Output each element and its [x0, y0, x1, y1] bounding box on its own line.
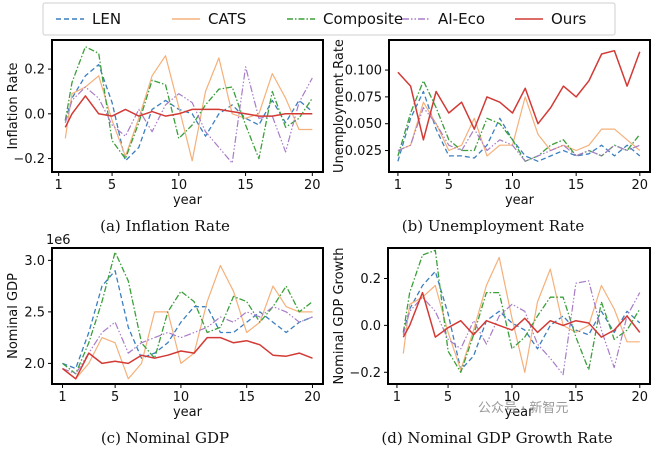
series-group — [397, 49, 641, 162]
plot-frame — [51, 247, 324, 385]
x-tick-label: 1 — [58, 390, 66, 405]
x-tick-label: 5 — [444, 390, 452, 405]
plot-frame — [387, 247, 651, 385]
legend-frame — [42, 2, 616, 36]
x-axis-label: year — [505, 193, 535, 208]
y-tick-label: −0.2 — [349, 366, 381, 381]
series-group — [62, 251, 313, 380]
legend-label-len: LEN — [92, 10, 121, 28]
y-tick-label: 0.2 — [24, 63, 45, 78]
x-tick-label: 5 — [445, 178, 453, 193]
x-tick-label: 20 — [632, 178, 649, 193]
axis-offset-label: 1e6 — [46, 233, 71, 248]
series-line-ours — [397, 49, 641, 141]
y-tick-label: 0.2 — [360, 272, 381, 287]
plot-frame — [51, 39, 324, 173]
caption-d: (d) Nominal GDP Growth Rate — [381, 429, 612, 447]
legend-label-ai-eco: AI-Eco — [438, 10, 485, 28]
series-line-cats — [397, 96, 641, 157]
legend-item-ours: Ours — [515, 10, 586, 28]
series-line-cats — [402, 256, 640, 373]
series-line-ours — [64, 95, 313, 128]
y-tick-label: 0.100 — [345, 64, 382, 79]
panel-unemployment-rate: 1 5 10 15 200.0250.0500.0750.100yearUnemploy… — [332, 39, 651, 208]
series-group — [402, 249, 641, 376]
y-axis-label: Unemployment Rate — [332, 39, 347, 173]
x-tick-label: 5 — [111, 390, 119, 405]
x-tick-label: 20 — [304, 390, 321, 405]
legend-label-cats: CATS — [208, 10, 246, 28]
x-axis-label: year — [173, 193, 203, 208]
x-tick-label: 15 — [568, 390, 585, 405]
legend-item-ai-eco: AI-Eco — [402, 10, 485, 28]
y-tick-label: 3.0 — [24, 254, 45, 269]
series-line-composite — [64, 46, 313, 160]
series-line-len — [397, 90, 641, 162]
x-axis-label: year — [173, 405, 203, 420]
legend: LEN CATS Composite AI-Eco Ours — [42, 2, 616, 36]
series-line-len — [62, 270, 313, 370]
legend-item-len: LEN — [56, 10, 121, 28]
x-tick-label: 5 — [108, 178, 116, 193]
caption-b: (b) Unemployment Rate — [402, 217, 585, 235]
y-tick-label: 0.050 — [345, 117, 382, 132]
y-axis-label: Inflation Rate — [6, 62, 21, 149]
y-tick-label: 2.0 — [24, 357, 45, 372]
series-line-ai-eco — [402, 280, 641, 376]
series-line-cats — [62, 264, 313, 380]
x-tick-label: 10 — [504, 390, 521, 405]
series-line-ours — [62, 336, 313, 380]
y-tick-label: 2.5 — [24, 305, 45, 320]
legend-label-composite: Composite — [323, 10, 403, 28]
x-tick-label: 10 — [171, 178, 188, 193]
series-line-composite — [402, 249, 641, 373]
y-tick-label: 0.075 — [345, 90, 382, 105]
y-tick-label: 0.0 — [360, 319, 381, 334]
y-tick-label: 0.0 — [24, 107, 45, 122]
y-axis-label: Nominal GDP — [6, 273, 21, 359]
x-tick-label: 20 — [632, 390, 649, 405]
y-tick-label: −0.2 — [13, 152, 45, 167]
x-tick-label: 1 — [394, 178, 402, 193]
caption-a: (a) Inflation Rate — [100, 217, 230, 235]
legend-item-cats: CATS — [172, 10, 246, 28]
caption-c: (c) Nominal GDP — [101, 429, 229, 447]
y-axis-label: Nominal GDP Growth — [332, 247, 347, 384]
series-line-ours — [402, 291, 641, 338]
series-group — [64, 46, 313, 164]
legend-label-ours: Ours — [551, 10, 586, 28]
x-tick-label: 1 — [55, 178, 63, 193]
watermark-text: 公众号 · 新智元 — [478, 400, 568, 416]
series-line-composite — [62, 251, 313, 375]
x-tick-label: 20 — [304, 178, 321, 193]
x-tick-label: 10 — [173, 390, 190, 405]
x-tick-label: 15 — [238, 390, 255, 405]
series-line-ai-eco — [62, 306, 313, 375]
x-tick-label: 10 — [504, 178, 521, 193]
x-tick-label: 15 — [237, 178, 254, 193]
series-line-ai-eco — [397, 106, 641, 162]
series-line-cats — [64, 55, 313, 162]
plot-frame — [388, 39, 651, 173]
legend-item-composite: Composite — [287, 10, 403, 28]
x-axis-label: year — [504, 405, 534, 420]
x-tick-label: 1 — [393, 390, 401, 405]
x-tick-label: 15 — [568, 178, 585, 193]
y-tick-label: 0.025 — [345, 144, 382, 159]
